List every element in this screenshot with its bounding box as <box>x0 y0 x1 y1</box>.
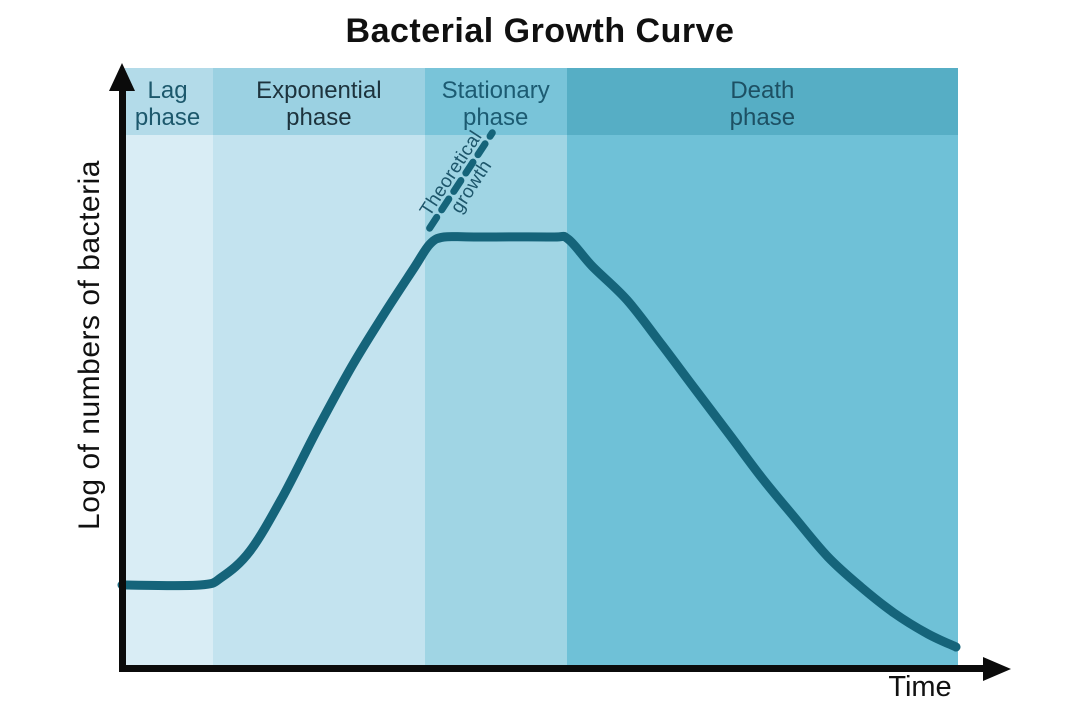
band-death-phase <box>566 68 958 668</box>
growth-curve-svg <box>117 129 961 652</box>
y-axis-label: Log of numbers of bacteria <box>68 95 112 595</box>
phase-label-lag: Lag phase <box>122 77 213 131</box>
phase-label-stationary: Stationary phase <box>425 77 567 131</box>
y-axis-label-text: Log of numbers of bacteria <box>73 160 107 530</box>
band-stationary-phase <box>424 68 567 668</box>
band-header-exponential-phase <box>213 68 425 135</box>
phase-label-death: Death phase <box>567 77 958 131</box>
page-title: Bacterial Growth Curve <box>345 12 735 50</box>
band-header-lag-phase <box>122 68 214 135</box>
phase-label-exponential-line2: phase <box>286 104 352 131</box>
phase-label-lag-line1: Lag <box>147 77 188 104</box>
phase-label-exponential: Exponential phase <box>213 77 425 131</box>
x-axis-arrowhead-icon <box>983 656 1011 681</box>
band-exponential-phase <box>213 68 425 668</box>
x-axis-line <box>119 665 986 672</box>
phase-label-death-line1: Death <box>730 77 795 104</box>
band-header-death-phase <box>566 68 958 135</box>
phase-label-lag-line2: phase <box>134 104 201 131</box>
phase-label-exponential-line1: Exponential <box>256 77 382 104</box>
phase-label-death-line2: phase <box>729 104 796 131</box>
phase-label-stationary-line2: phase <box>462 104 529 131</box>
plot-area: Theoretical growth Lag phase Exponential ph… <box>117 68 961 668</box>
x-axis-label: Time <box>888 671 952 703</box>
band-lag-phase <box>122 68 214 668</box>
phase-bands <box>122 68 958 668</box>
band-header-stationary-phase <box>424 68 567 135</box>
theoretical-growth-line <box>426 129 496 232</box>
phase-label-stationary-line1: Stationary <box>441 77 550 104</box>
y-axis-arrowhead-icon <box>109 63 135 91</box>
y-axis-line <box>119 84 126 672</box>
bacterial-growth-curve <box>117 231 961 652</box>
